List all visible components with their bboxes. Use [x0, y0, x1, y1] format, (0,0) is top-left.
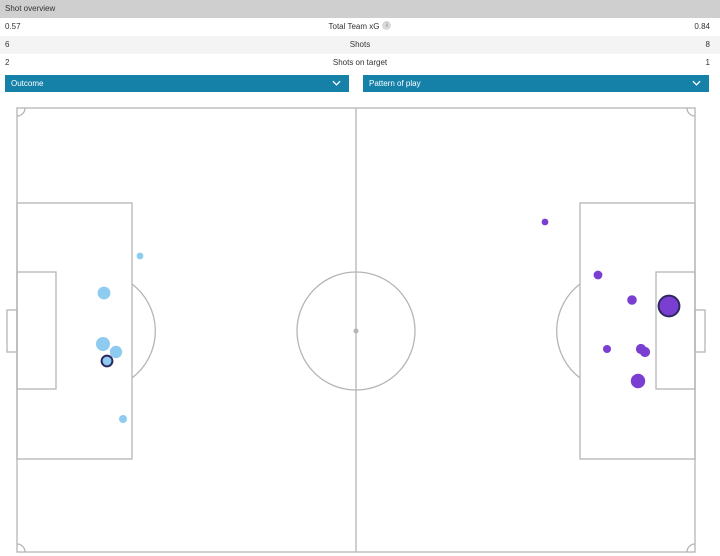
chevron-down-icon [332, 80, 341, 86]
home-shot-marker[interactable] [119, 415, 127, 423]
right-penalty-arc [556, 283, 581, 379]
corner-arc-top-left [16, 107, 26, 117]
stat-row-shots-on-target: 2 Shots on target 1 [0, 54, 720, 72]
right-six-yard-box [655, 271, 696, 390]
away-xg-value: 0.84 [694, 22, 710, 31]
outcome-dropdown-label: Outcome [11, 79, 44, 88]
shot-overview-header: Shot overview [0, 0, 720, 18]
left-penalty-area [16, 202, 133, 460]
home-shot-marker[interactable] [96, 337, 110, 351]
stat-label-xg: Total Team xG i [0, 18, 720, 36]
home-shots-on-target-value: 2 [5, 58, 10, 67]
home-shots-value: 6 [5, 40, 10, 49]
away-shots-value: 8 [705, 40, 710, 49]
football-pitch [6, 107, 706, 553]
shot-overview-title: Shot overview [5, 4, 56, 13]
centre-spot [353, 328, 359, 334]
pattern-of-play-dropdown-label: Pattern of play [369, 79, 421, 88]
left-penalty-arc [131, 283, 156, 379]
away-shot-marker[interactable] [639, 346, 651, 358]
stat-row-shots: 6 Shots 8 [0, 36, 720, 54]
away-shot-marker[interactable] [593, 270, 603, 280]
centre-circle [296, 271, 416, 391]
away-shot-marker[interactable] [630, 373, 646, 389]
home-shot-marker[interactable] [97, 286, 111, 300]
stat-row-xg: 0.57 Total Team xG i 0.84 [0, 18, 720, 36]
corner-arc-top-right [686, 107, 696, 117]
away-shot-marker[interactable] [627, 295, 637, 305]
pattern-of-play-dropdown[interactable]: Pattern of play [363, 75, 709, 92]
corner-arc-bottom-right [686, 543, 696, 553]
stat-label-shots-on-target: Shots on target [332, 58, 388, 67]
away-shots-on-target-value: 1 [705, 58, 710, 67]
home-xg-value: 0.57 [5, 22, 21, 31]
away-shot-marker[interactable] [657, 294, 681, 318]
left-goal [6, 309, 18, 353]
stat-label-shots: Shots [349, 40, 371, 49]
corner-arc-bottom-left [16, 543, 26, 553]
home-shot-marker[interactable] [109, 345, 123, 359]
shots-layer [96, 218, 681, 423]
left-six-yard-box [16, 271, 57, 390]
home-shot-marker[interactable] [100, 354, 114, 368]
away-shot-marker[interactable] [541, 218, 549, 226]
away-shot-marker[interactable] [603, 345, 611, 353]
pitch-markings [6, 107, 706, 553]
right-penalty-area [579, 202, 696, 460]
outcome-dropdown[interactable]: Outcome [5, 75, 349, 92]
right-goal [694, 309, 706, 353]
chevron-down-icon [692, 80, 701, 86]
info-icon[interactable]: i [382, 21, 392, 31]
home-shot-marker[interactable] [136, 252, 144, 260]
stat-label-xg-text: Total Team xG [328, 22, 380, 31]
